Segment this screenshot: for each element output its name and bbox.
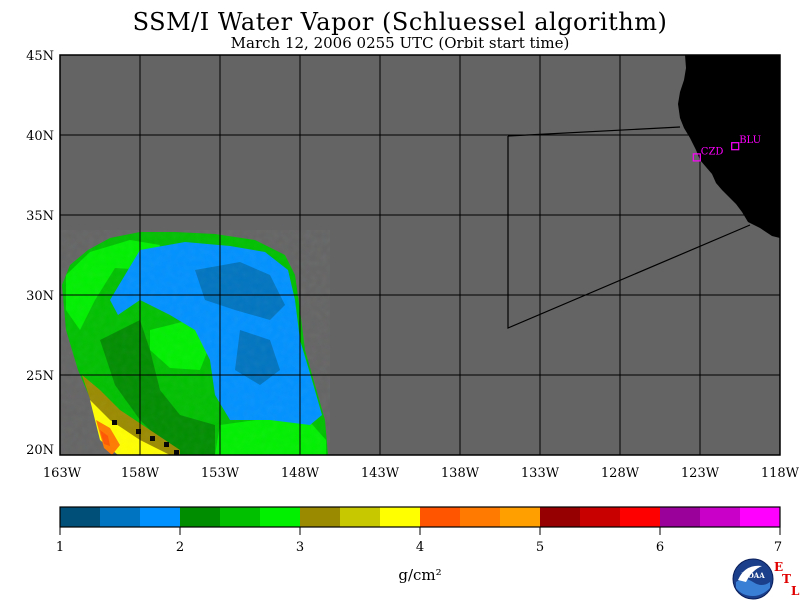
longitude-label: 158W (121, 466, 160, 481)
color-scale-segment (620, 507, 660, 527)
color-scale-bar (59, 506, 781, 528)
color-scale-segment (500, 507, 540, 527)
longitude-label: 118W (761, 466, 800, 481)
latitude-label: 45N (26, 49, 54, 64)
station-markers: CZD BLU (692, 135, 761, 162)
land-mass (678, 55, 780, 238)
longitude-label: 153W (201, 466, 240, 481)
color-scale-segment (180, 507, 220, 527)
etl-letter-l: L (791, 584, 800, 598)
color-scale-segment (660, 507, 700, 527)
color-scale-ticks: 1 2 3 4 5 6 7 (56, 527, 782, 555)
latitude-label: 40N (26, 129, 54, 144)
color-scale-segment (60, 507, 100, 527)
color-scale-tick-label: 1 (56, 540, 64, 555)
color-scale-tick-label: 4 (416, 540, 424, 555)
color-scale-segment (580, 507, 620, 527)
longitude-label: 123W (681, 466, 720, 481)
latitude-label: 25N (26, 369, 54, 384)
station-marker-blu (731, 142, 740, 151)
longitude-labels: 163W 158W 153W 148W 143W 138W 133W 128W 123W 118W (43, 466, 800, 481)
station-label-blu: BLU (739, 135, 761, 146)
map-border (59, 54, 781, 456)
color-scale-segment (100, 507, 140, 527)
color-scale-segment (740, 507, 780, 527)
longitude-label: 133W (521, 466, 560, 481)
color-scale-segment (380, 507, 420, 527)
study-region-outline (507, 136, 751, 329)
color-scale-segment (300, 507, 340, 527)
color-scale-segment (420, 507, 460, 527)
color-scale-segment (260, 507, 300, 527)
satellite-swath (60, 230, 330, 455)
color-scale-segment (540, 507, 580, 527)
color-scale-tick-label: 3 (296, 540, 304, 555)
longitude-label: 128W (601, 466, 640, 481)
station-marker-czd (692, 153, 701, 162)
etl-letter-e: E (774, 560, 784, 574)
color-scale-segment (140, 507, 180, 527)
color-scale-tick-label: 2 (176, 540, 184, 555)
latitude-label: 35N (26, 209, 54, 224)
color-scale-tick-label: 6 (656, 540, 664, 555)
color-scale-tick-label: 5 (536, 540, 544, 555)
etl-letter-t: T (782, 572, 791, 586)
color-scale-segment (700, 507, 740, 527)
latitude-label: 30N (26, 289, 54, 304)
latitude-labels: 45N 40N 35N 30N 25N 20N (26, 49, 54, 458)
pixel-texture (60, 230, 330, 455)
noaa-logo-text: NOAA (741, 571, 765, 580)
color-scale-segment (220, 507, 260, 527)
color-scale-segment (460, 507, 500, 527)
longitude-label: 148W (281, 466, 320, 481)
map-subtitle: March 12, 2006 0255 UTC (Orbit start tim… (230, 34, 570, 52)
color-scale-tick-label: 7 (774, 540, 782, 555)
latitude-label: 20N (26, 443, 54, 458)
graticule (60, 55, 780, 455)
color-scale-segment (340, 507, 380, 527)
longitude-label: 143W (361, 466, 400, 481)
noaa-logo-icon: NOAA (732, 558, 774, 600)
longitude-label: 138W (441, 466, 480, 481)
station-label-czd: CZD (701, 146, 724, 157)
color-scale-unit: g/cm² (398, 566, 441, 584)
map-title: SSM/I Water Vapor (Schluessel algorithm) (132, 8, 668, 36)
longitude-label: 163W (43, 466, 82, 481)
